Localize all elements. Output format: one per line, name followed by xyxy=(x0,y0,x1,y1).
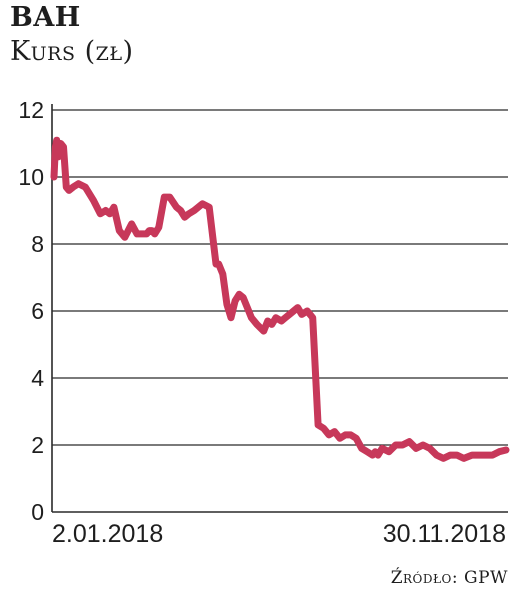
y-tick-label: 4 xyxy=(31,365,44,391)
chart-subtitle: Kurs (zł) xyxy=(10,36,134,67)
x-tick-label-end: 30.11.2018 xyxy=(383,520,506,548)
gridlines xyxy=(52,109,508,446)
y-tick-label: 6 xyxy=(31,298,44,324)
y-tick-label: 0 xyxy=(31,499,44,525)
price-line xyxy=(50,136,510,462)
y-tick-label: 8 xyxy=(31,231,44,257)
source-note: Źródło: GPW xyxy=(390,568,508,588)
chart-title: BAH xyxy=(10,2,81,33)
x-tick-label-start: 2.01.2018 xyxy=(52,520,163,548)
series-group xyxy=(50,136,510,462)
y-tick-label: 2 xyxy=(31,432,44,458)
y-tick-label: 10 xyxy=(18,164,44,190)
y-axis: 0 2 4 6 8 10 12 xyxy=(18,97,53,525)
y-tick-label: 12 xyxy=(18,97,44,123)
x-axis: 2.01.2018 30.11.2018 xyxy=(52,511,508,548)
